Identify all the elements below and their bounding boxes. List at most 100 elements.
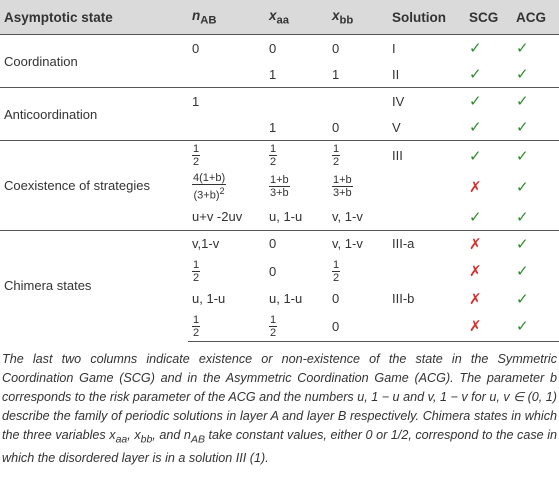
caption-text: ,	[127, 427, 135, 442]
denominator: 3+b	[333, 187, 352, 200]
cell-text: III-a	[392, 236, 415, 252]
table-row: 1 1 II ✓ ✓	[0, 61, 559, 88]
table-cell: ✓	[512, 170, 559, 204]
table-cell: 0	[328, 311, 388, 342]
table-row: Anticoordination 1 IV ✓ ✓	[0, 87, 559, 141]
cell-text: u, 1-u	[269, 209, 303, 225]
table-cell: 0	[265, 229, 328, 257]
table-cell: ✗	[465, 229, 512, 257]
table-cell: u+v -2uv	[188, 204, 265, 231]
table-cell	[388, 257, 465, 286]
check-mark: ✗	[469, 317, 482, 336]
table-cell: ✓	[512, 114, 559, 141]
symbol: x	[109, 427, 116, 442]
check-mark: ✓	[516, 234, 529, 253]
header-cell: xaa	[265, 0, 328, 35]
denominator: 2	[270, 326, 277, 339]
cell-text: ACG	[516, 9, 546, 25]
cell-text: Asymptotic state	[4, 9, 113, 25]
table-cell: III-b	[388, 286, 465, 312]
header-cell: xbb	[328, 0, 388, 35]
fraction: 1+b 3+b	[269, 174, 290, 199]
header-cell: ACG	[512, 0, 559, 35]
table-cell: ✓	[465, 204, 512, 231]
table-cell: III	[388, 140, 465, 170]
table-cell	[388, 311, 465, 342]
table-body: Coordination 0 0 0 I ✓ ✓ 1 1 II ✓ ✓ Anticoordination…	[0, 34, 559, 342]
cell-text: v,1-v	[192, 236, 220, 252]
table-cell: IV	[388, 87, 465, 114]
cell-text: u, 1-u	[269, 291, 303, 307]
denominator: 2	[193, 271, 200, 284]
check-mark: ✓	[516, 177, 529, 196]
table-cell: 1	[265, 114, 328, 141]
table-cell	[388, 170, 465, 204]
table-row: u, 1-u u, 1-u 0 III-b ✗ ✓	[0, 286, 559, 312]
header-cell: SCG	[465, 0, 512, 35]
table-cell: 1+b 3+b	[265, 170, 328, 204]
cell-text: 1	[332, 66, 340, 82]
numerator: 1	[269, 143, 278, 156]
cell-text: V	[392, 119, 401, 135]
header-row: Asymptotic state nAB xaa xbb Solution SCG ACG	[0, 0, 559, 35]
cell-text: 0	[332, 40, 340, 56]
table-cell: u, 1-u	[265, 204, 328, 231]
check-mark: ✗	[469, 262, 482, 281]
table-cell: ✓	[512, 34, 559, 61]
cell-text: 1	[269, 119, 277, 135]
subscript: AB	[190, 433, 205, 446]
cell-text: v, 1-v	[332, 236, 363, 252]
table-cell: u, 1-u	[265, 286, 328, 312]
check-mark: ✓	[516, 39, 529, 57]
symbol: x	[269, 7, 277, 23]
table-cell	[188, 114, 265, 141]
table-cell: 4(1+b) (3+b)2	[188, 170, 265, 204]
denominator: 2	[333, 271, 340, 284]
denominator: 2	[193, 156, 200, 168]
group-label: Coordination	[0, 34, 188, 88]
denominator: 2	[333, 156, 340, 168]
table-cell: ✓	[465, 34, 512, 61]
check-mark: ✓	[469, 92, 482, 110]
cell-text: 0	[269, 236, 277, 252]
cell-text: u, 1-u	[192, 291, 226, 307]
table-cell: 1	[188, 87, 265, 114]
numerator: 1	[332, 143, 341, 156]
check-mark: ✗	[469, 289, 482, 308]
denominator: 2	[193, 326, 200, 339]
cell-text: 0	[192, 40, 200, 56]
table-cell: ✓	[512, 204, 559, 231]
table-cell	[328, 87, 388, 114]
denominator: (3+b)2	[193, 186, 225, 202]
table-row: 1 0 V ✓ ✓	[0, 114, 559, 141]
group-label: Chimera states	[0, 229, 188, 342]
numerator: 1	[332, 258, 341, 272]
table-cell: ✓	[465, 87, 512, 114]
table-row: Coordination 0 0 0 I ✓ ✓	[0, 34, 559, 88]
numerator: 1	[192, 313, 201, 327]
check-mark: ✓	[469, 39, 482, 57]
table-cell: ✗	[465, 170, 512, 204]
table-cell: 1	[328, 61, 388, 88]
check-mark: ✗	[469, 234, 482, 253]
table-cell: ✓	[512, 229, 559, 257]
group-label-text: Coexistence of strategies	[4, 177, 150, 193]
table-cell: 0	[328, 286, 388, 312]
cell-text: Solution	[392, 9, 446, 25]
table-cell: ✗	[465, 286, 512, 312]
check-mark: ✓	[516, 92, 529, 110]
fraction: 4(1+b) (3+b)2	[192, 172, 227, 202]
table-cell: ✗	[465, 257, 512, 286]
cell-text: SCG	[469, 9, 499, 25]
table-row: Chimera states v,1-v 0 v, 1-v III-a ✗ ✓	[0, 229, 559, 342]
subscript: aa	[115, 433, 128, 446]
